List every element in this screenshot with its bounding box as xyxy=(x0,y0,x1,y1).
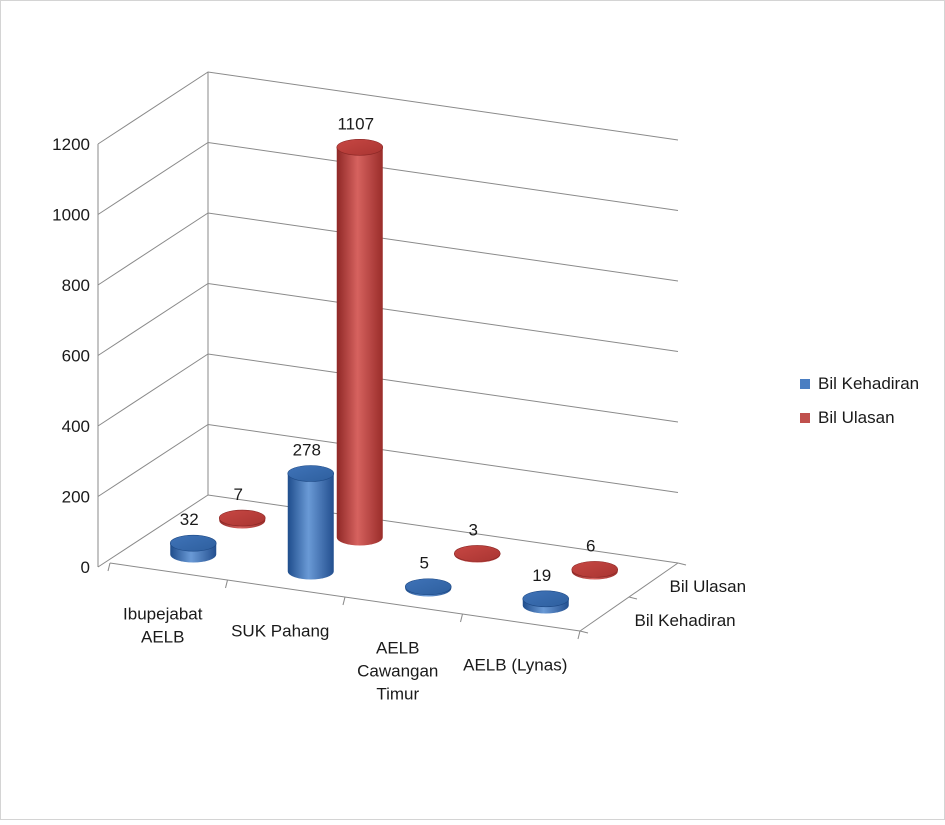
x-category-source: AELB (Lynas) xyxy=(0,0,7,1)
x-tick xyxy=(577,630,581,640)
depth-tick xyxy=(628,596,638,600)
bar-body xyxy=(336,147,383,546)
data-label: 278 xyxy=(293,441,321,460)
y-tick-label: 800 xyxy=(62,276,90,295)
x-tick-label: Ibupejabat xyxy=(123,605,203,624)
bar-top xyxy=(571,561,619,578)
bar-top xyxy=(169,534,217,552)
bar-kehadiran xyxy=(522,590,570,614)
y-tick-label: 1200 xyxy=(52,135,90,154)
depth-tick xyxy=(677,562,687,566)
depth-label: Bil Ulasan xyxy=(670,577,747,596)
depth-label: Bil Kehadiran xyxy=(635,611,736,630)
x-tick xyxy=(225,579,228,589)
legend-swatch xyxy=(800,379,810,389)
bar-top xyxy=(336,138,384,156)
bar-top xyxy=(404,578,452,596)
legend-label: Bil Kehadiran xyxy=(818,374,919,393)
data-label: 3 xyxy=(469,520,478,539)
x-tick-label: AELB xyxy=(376,639,419,658)
data-label: 5 xyxy=(420,554,429,573)
bar-ulasan xyxy=(571,561,619,580)
y-tick-label: 200 xyxy=(62,488,90,507)
x-tick-label: Cawangan xyxy=(357,662,438,681)
data-label: 32 xyxy=(180,510,199,529)
bar-ulasan xyxy=(336,138,384,546)
bar-kehadiran xyxy=(169,534,217,563)
x-tick xyxy=(107,562,111,572)
x-tick xyxy=(460,613,463,623)
bar-kehadiran xyxy=(287,465,335,580)
y-tick-label: 400 xyxy=(62,417,90,436)
x-tick-label: AELB (Lynas) xyxy=(463,656,567,675)
bar-ulasan xyxy=(218,509,266,529)
y-tick-label: 600 xyxy=(62,347,90,366)
data-label: 7 xyxy=(234,485,243,504)
x-tick-label: Timur xyxy=(376,685,419,704)
x-tick xyxy=(342,596,346,606)
x-tick-label: SUK Pahang xyxy=(231,622,329,641)
bar-top xyxy=(218,509,266,527)
bar-top xyxy=(453,545,501,562)
bar-ulasan xyxy=(453,545,501,563)
bar-body xyxy=(287,473,334,580)
x-tick-label: AELB xyxy=(141,628,184,647)
data-label: 6 xyxy=(586,536,595,555)
bar-top xyxy=(522,590,570,608)
depth-tick xyxy=(579,630,589,634)
legend-swatch xyxy=(800,413,810,423)
y-tick-label: 1000 xyxy=(52,206,90,225)
data-label: 19 xyxy=(532,566,551,585)
y-tick-label: 0 xyxy=(81,558,90,577)
legend-label: Bil Ulasan xyxy=(818,408,895,427)
bar-top xyxy=(287,465,335,482)
bar-kehadiran xyxy=(404,578,452,597)
data-label: 1107 xyxy=(337,114,374,133)
